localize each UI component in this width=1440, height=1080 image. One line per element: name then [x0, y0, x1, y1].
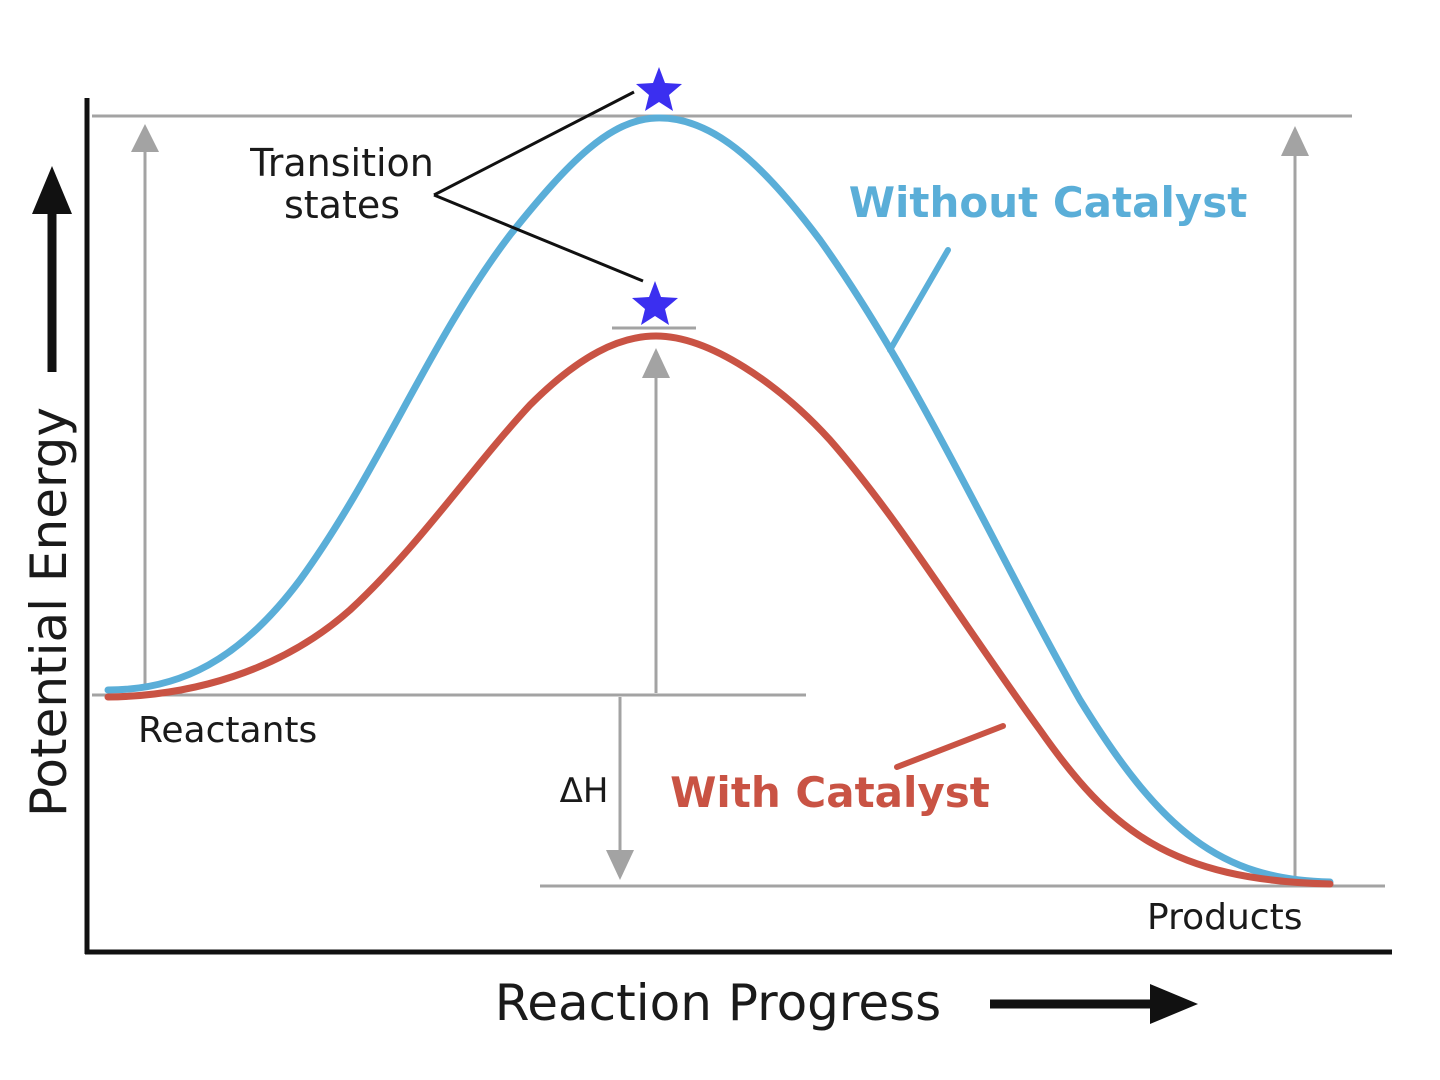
transition-star-uncatalyzed-icon	[636, 67, 682, 111]
activation-energy-catalyzed-arrow	[642, 348, 670, 693]
transition-states-label-line1: Transition	[249, 141, 434, 185]
x-axis-arrow-icon	[990, 984, 1198, 1024]
without-catalyst-label: Without Catalyst	[849, 178, 1248, 227]
with-catalyst-curve	[104, 332, 1334, 888]
transition-star-catalyzed-icon	[632, 281, 678, 325]
with-catalyst-label: With Catalyst	[670, 768, 990, 817]
with-catalyst-leader	[894, 723, 1006, 770]
delta-h-arrow	[606, 697, 634, 880]
delta-h-label: ΔH	[560, 771, 609, 811]
reverse-activation-arrow	[1281, 126, 1309, 880]
without-catalyst-curve	[104, 114, 1334, 886]
y-axis-arrow-icon	[32, 166, 72, 372]
without-catalyst-leader	[887, 247, 951, 353]
transition-pointer-lines	[433, 90, 644, 283]
x-axis-title: Reaction Progress	[495, 974, 941, 1032]
products-label: Products	[1147, 897, 1302, 938]
reactants-label: Reactants	[138, 710, 317, 751]
transition-states-label-line2: states	[284, 183, 400, 227]
activation-energy-uncatalyzed-arrow	[131, 124, 159, 685]
y-axis-title: Potential Energy	[20, 407, 78, 817]
